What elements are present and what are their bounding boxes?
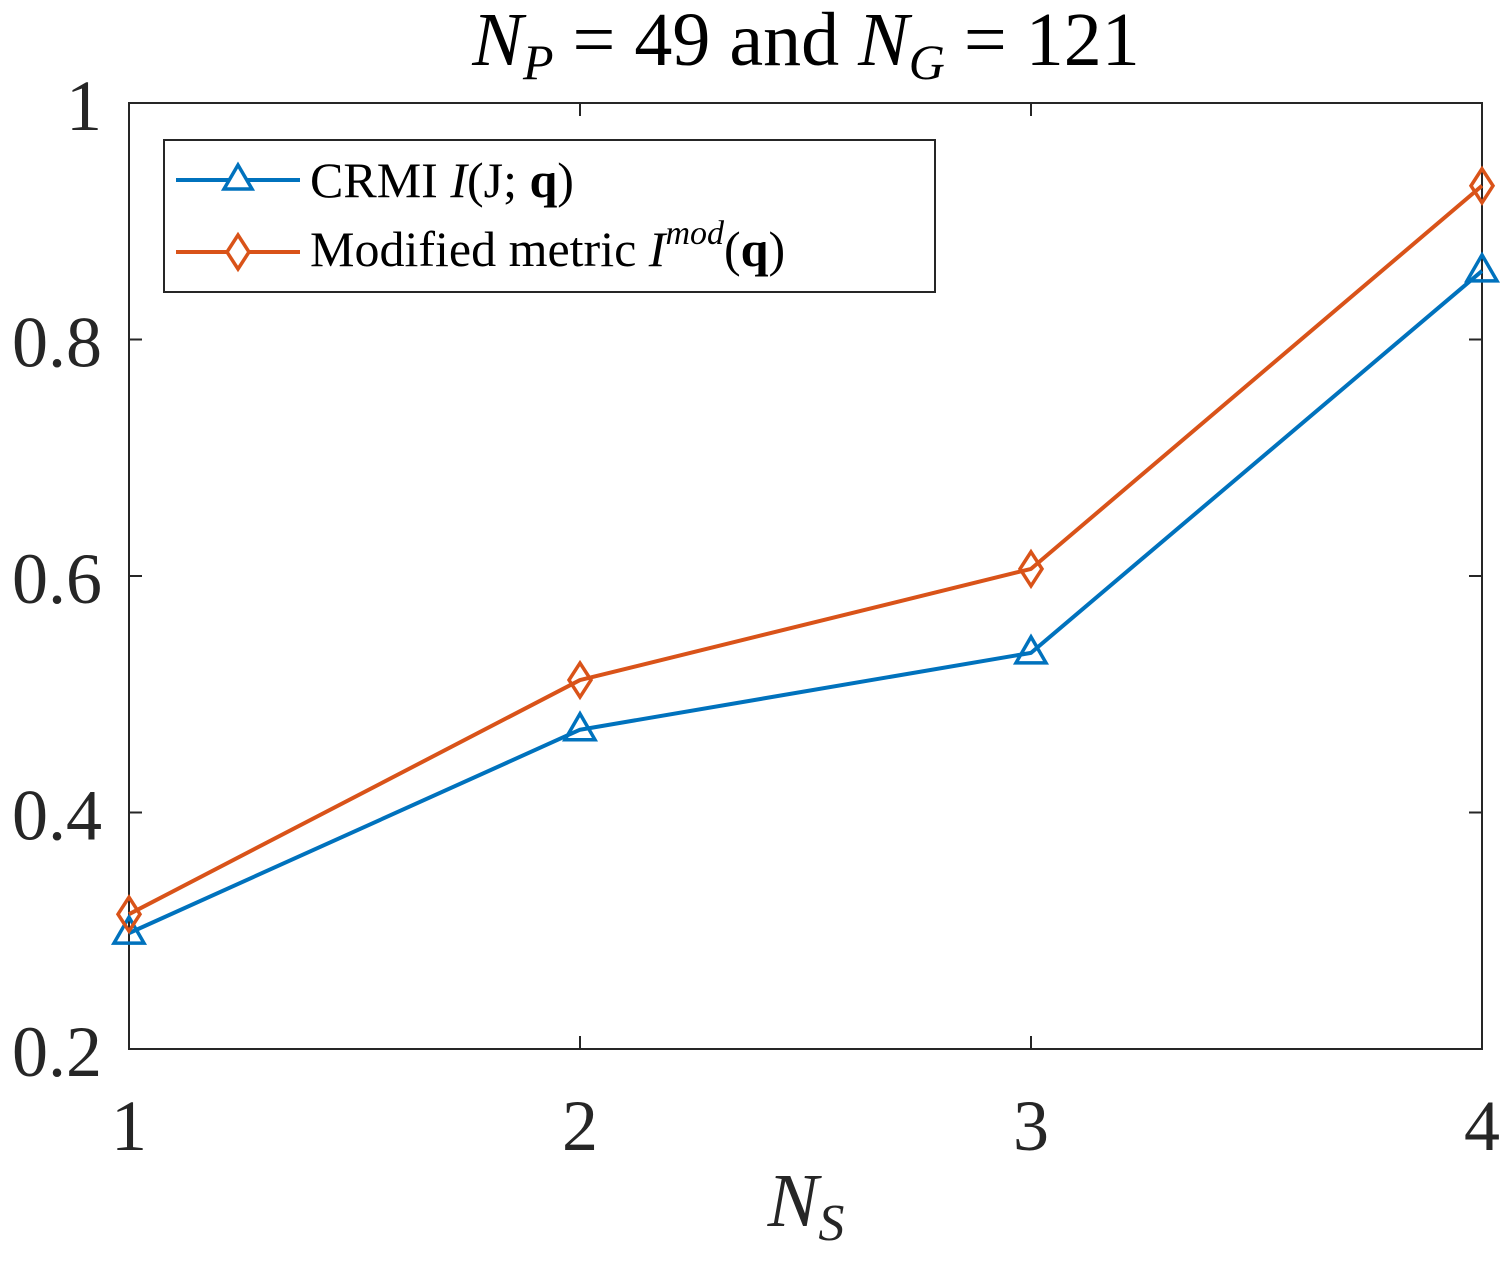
data-point-modified-diamond — [1017, 548, 1045, 590]
title-ng-subscript: G — [909, 34, 945, 90]
data-point-modified-diamond — [566, 659, 594, 701]
y-tick-label: 0.6 — [12, 539, 102, 619]
y-tick-label: 0.2 — [12, 1012, 102, 1092]
y-tick-label: 0.8 — [12, 303, 102, 383]
legend-crmi-math-q: q — [529, 152, 557, 208]
legend-crmi-text: CRMI — [310, 152, 450, 208]
legend-modified-math-close: ) — [768, 221, 785, 277]
y-tick-label: 1 — [66, 66, 102, 146]
title-np-subscript: P — [522, 34, 554, 90]
data-point-crmi-triangle — [1012, 633, 1050, 665]
legend-crmi-math-args: (J; — [467, 152, 530, 208]
series-layer — [110, 165, 1501, 945]
data-point-modified-diamond — [115, 893, 143, 935]
x-axis-label-subscript: S — [818, 1195, 844, 1252]
legend-box — [163, 139, 936, 293]
legend-modified-math-q: q — [741, 221, 769, 277]
title-np-value: = 49 and — [553, 0, 858, 82]
title-np-symbol: N — [471, 0, 527, 82]
legend-modified-diamond-icon — [224, 231, 252, 273]
data-point-crmi-triangle — [1463, 251, 1501, 283]
x-tick-label: 1 — [111, 1086, 147, 1166]
title-ng-value: = 121 — [945, 0, 1140, 82]
x-tick-label: 4 — [1464, 1086, 1500, 1166]
legend-modified-label: Modified metric Imod(q) — [310, 215, 785, 277]
axis-tick-labels: 1 2 3 4 0.2 0.4 0.6 0.8 1 — [12, 66, 1500, 1166]
legend-modified-text: Modified metric — [310, 221, 649, 277]
legend-crmi-math-close: ) — [557, 152, 574, 208]
data-point-modified-diamond — [1468, 165, 1496, 206]
x-tick-label: 3 — [1013, 1086, 1049, 1166]
legend-crmi-math-i: I — [449, 152, 469, 208]
legend-modified-math-open: ( — [724, 221, 741, 277]
series-line-modified — [128, 184, 1484, 916]
legend-modified-math-i: I — [648, 221, 668, 277]
legend-crmi-label: CRMI I(J; q) — [310, 152, 574, 208]
y-tick-label: 0.4 — [12, 776, 102, 856]
x-axis-label-main: N — [767, 1159, 823, 1243]
axis-ticks — [128, 102, 1483, 1050]
series-line-crmi — [128, 269, 1484, 935]
title-ng-symbol: N — [857, 0, 913, 82]
data-point-crmi-triangle — [561, 710, 599, 742]
legend-crmi-triangle-icon — [220, 161, 256, 191]
x-axis-label: NS — [767, 1159, 845, 1252]
chart-title: NP = 49 and NG = 121 — [471, 0, 1140, 90]
data-point-crmi-triangle — [110, 913, 148, 945]
legend: CRMI I(J; q) Modified metric Imod(q) — [163, 139, 936, 293]
legend-modified-math-sup: mod — [665, 215, 725, 252]
x-tick-label: 2 — [562, 1086, 598, 1166]
